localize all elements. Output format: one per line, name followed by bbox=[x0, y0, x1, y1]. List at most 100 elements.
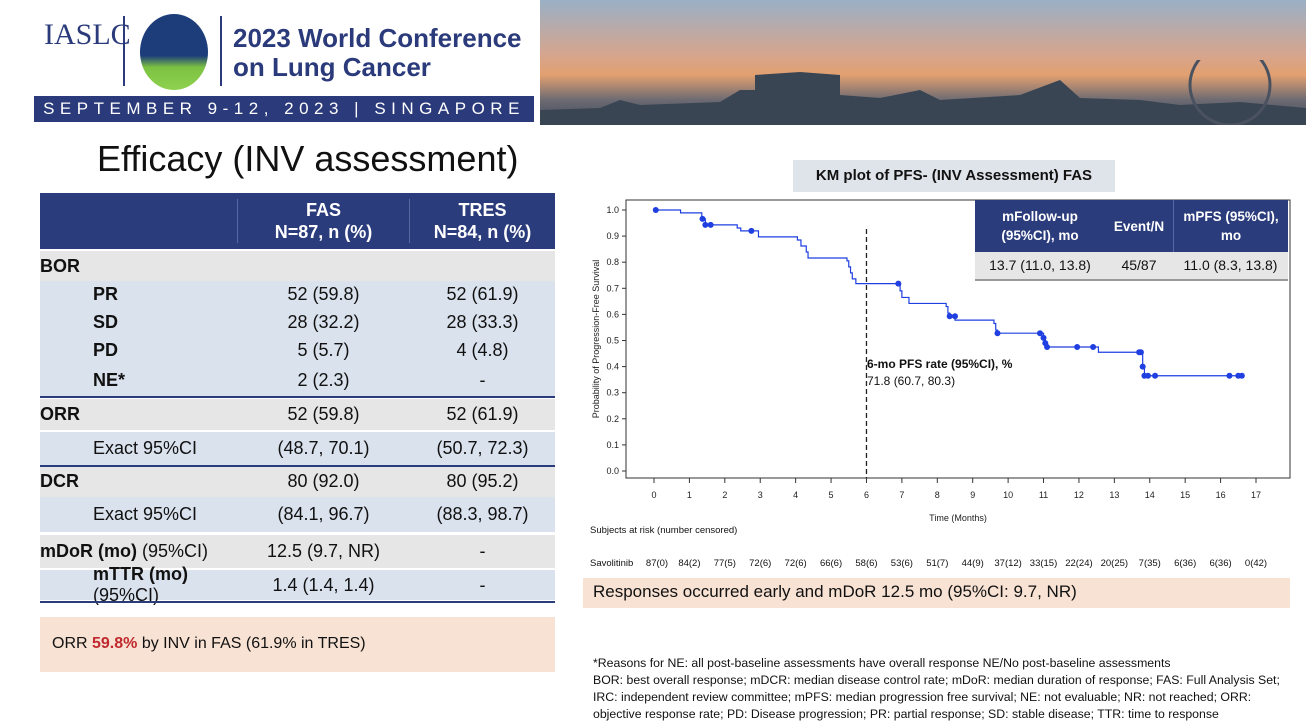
censor-mark bbox=[748, 227, 755, 234]
table-row: ORR 52 (59.8) 52 (61.9) bbox=[40, 399, 555, 430]
x-axis-label: Time (Months) bbox=[929, 513, 987, 523]
table-row: SD 28 (32.2) 28 (33.3) bbox=[40, 308, 555, 336]
annotation-title: 6-mo PFS rate (95%CI), % bbox=[867, 357, 1013, 371]
table-row: mDoR (mo) (95%CI) 12.5 (9.7, NR) - bbox=[40, 535, 555, 568]
plot-frame bbox=[625, 199, 1291, 479]
footnote: *Reasons for NE: all post-baseline asses… bbox=[593, 656, 1171, 670]
at-risk-value: 51(7) bbox=[926, 558, 948, 569]
row-label: PR bbox=[93, 284, 119, 304]
at-risk-value: 66(6) bbox=[820, 558, 842, 569]
x-tick-label: 7 bbox=[899, 490, 904, 500]
row-label: mTTR (mo) (95%CI) bbox=[93, 564, 188, 605]
iaslc-logo: IASLC bbox=[44, 18, 131, 51]
table-row: DCR 80 (92.0) 80 (95.2) bbox=[40, 466, 555, 497]
tres-value: - bbox=[479, 541, 486, 561]
fas-value: 80 (92.0) bbox=[287, 471, 360, 491]
at-risk-value: 22(24) bbox=[1065, 558, 1092, 569]
km-summary-table: mFollow-up (95%CI), mo Event/N mPFS (95%CI… bbox=[975, 200, 1288, 281]
censor-mark bbox=[1137, 349, 1144, 356]
inset-value: 45/87 bbox=[1121, 257, 1157, 273]
fas-value: 1.4 (1.4, 1.4) bbox=[272, 574, 375, 595]
x-tick-label: 4 bbox=[793, 490, 798, 500]
x-tick-label: 0 bbox=[651, 490, 656, 500]
fas-value: 5 (5.7) bbox=[297, 339, 350, 360]
y-axis-label: Probability of Progression-Free Survival bbox=[591, 260, 601, 419]
x-tick-label: 6 bbox=[864, 490, 869, 500]
censor-mark bbox=[1144, 372, 1151, 379]
censor-mark bbox=[699, 215, 706, 222]
censor-mark bbox=[895, 280, 902, 287]
footnotes: *Reasons for NE: all post-baseline asses… bbox=[593, 655, 1298, 723]
footnote: BOR: best overall response; mDCR: median… bbox=[593, 673, 1280, 721]
x-tick-label: 5 bbox=[829, 490, 834, 500]
tres-value: 28 (33.3) bbox=[446, 311, 519, 332]
y-tick-label: 0.0 bbox=[606, 466, 619, 476]
row-label: ORR bbox=[40, 404, 80, 424]
conference-name: 2023 World Conference on Lung Cancer bbox=[233, 24, 522, 82]
at-risk-value: 6(36) bbox=[1174, 558, 1196, 569]
inset-header: mPFS (95%CI), mo bbox=[1173, 200, 1288, 252]
at-risk-title: Subjects at risk (number censored) bbox=[590, 525, 737, 536]
fas-value: 28 (32.2) bbox=[287, 311, 360, 332]
x-tick-label: 11 bbox=[1039, 490, 1048, 500]
fas-value: (84.1, 96.7) bbox=[277, 504, 370, 524]
tres-value: (88.3, 98.7) bbox=[436, 504, 529, 524]
table-row: PD 5 (5.7) 4 (4.8) bbox=[40, 336, 555, 364]
row-label: mDoR (mo) (95%CI) bbox=[40, 541, 209, 561]
tres-value: 80 (95.2) bbox=[446, 471, 519, 491]
y-tick-label: 0.4 bbox=[606, 362, 619, 372]
x-tick-label: 8 bbox=[935, 490, 940, 500]
inset-value: 13.7 (11.0, 13.8) bbox=[989, 257, 1091, 273]
row-label: Exact 95%CI bbox=[93, 438, 198, 458]
tres-value: - bbox=[479, 574, 486, 595]
km-plot-title: KM plot of PFS- (INV Assessment) FAS bbox=[793, 160, 1115, 192]
fas-value: 2 (2.3) bbox=[297, 369, 350, 390]
y-tick-label: 0.2 bbox=[606, 414, 619, 424]
slide-title: Efficacy (INV assessment) bbox=[97, 138, 519, 179]
x-tick-label: 3 bbox=[758, 490, 763, 500]
conference-logo bbox=[140, 14, 208, 90]
censor-mark bbox=[1152, 372, 1159, 379]
row-label: NE* bbox=[93, 369, 126, 390]
y-tick-label: 0.5 bbox=[606, 336, 619, 346]
x-tick-label: 16 bbox=[1216, 490, 1226, 500]
x-tick-label: 14 bbox=[1145, 490, 1155, 500]
at-risk-value: 37(12) bbox=[994, 558, 1021, 569]
header-tres: TRES N=84, n (%) bbox=[433, 200, 532, 242]
row-label: Exact 95%CI bbox=[93, 504, 198, 524]
table-row: PR 52 (59.8) 52 (61.9) bbox=[40, 281, 555, 308]
fas-value: 12.5 (9.7, NR) bbox=[266, 541, 381, 561]
header-fas: FAS N=87, n (%) bbox=[237, 199, 410, 243]
at-risk-value: 58(6) bbox=[855, 558, 877, 569]
at-risk-value: 87(0) bbox=[646, 558, 668, 569]
table-divider bbox=[40, 601, 555, 603]
table-row: NE* 2 (2.3) - bbox=[40, 364, 555, 396]
censor-mark bbox=[952, 313, 958, 320]
at-risk-value: 72(6) bbox=[785, 558, 807, 569]
censor-mark bbox=[1226, 372, 1233, 379]
orr-note: ORR 59.8% by INV in FAS (61.9% in TRES) bbox=[40, 617, 555, 672]
at-risk-value: 44(9) bbox=[962, 558, 984, 569]
table-divider bbox=[40, 396, 555, 398]
tres-value: - bbox=[479, 369, 486, 390]
x-tick-label: 9 bbox=[970, 490, 975, 500]
at-risk-value: 7(35) bbox=[1139, 558, 1161, 569]
at-risk-value: 72(6) bbox=[749, 558, 771, 569]
censor-mark bbox=[1074, 344, 1081, 351]
censor-mark bbox=[1036, 330, 1043, 337]
table-divider bbox=[40, 465, 555, 467]
tres-value: 52 (61.9) bbox=[446, 284, 519, 304]
at-risk-value: 53(6) bbox=[891, 558, 913, 569]
y-tick-label: 0.1 bbox=[606, 440, 619, 450]
tres-value: (50.7, 72.3) bbox=[436, 438, 529, 458]
conference-line2: on Lung Cancer bbox=[233, 52, 431, 82]
conference-dates: SEPTEMBER 9-12, 2023 | SINGAPORE bbox=[34, 96, 534, 122]
y-tick-label: 0.8 bbox=[606, 257, 619, 267]
inset-header: Event/N bbox=[1113, 218, 1165, 234]
censor-mark bbox=[1139, 363, 1146, 370]
censor-mark bbox=[946, 313, 953, 320]
divider bbox=[123, 16, 125, 86]
annotation-value: 71.8 (60.7, 80.3) bbox=[867, 374, 955, 388]
table-row: mTTR (mo) (95%CI) 1.4 (1.4, 1.4) - bbox=[40, 564, 555, 605]
inset-header: mFollow-up (95%CI), mo bbox=[1001, 209, 1079, 243]
